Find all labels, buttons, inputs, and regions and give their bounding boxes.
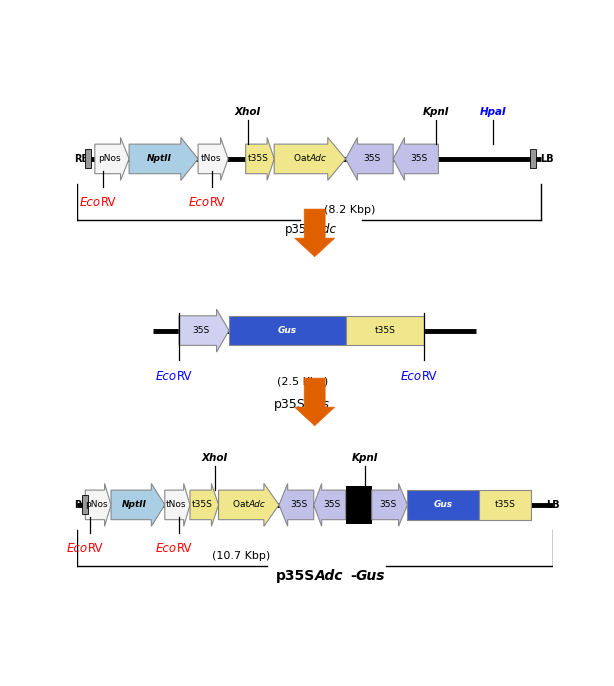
Polygon shape — [274, 137, 346, 180]
Text: Eco: Eco — [189, 196, 210, 209]
Polygon shape — [85, 484, 111, 526]
Polygon shape — [129, 137, 198, 180]
Polygon shape — [95, 137, 129, 180]
Text: Gus: Gus — [305, 398, 329, 411]
Text: RV: RV — [422, 370, 437, 383]
Polygon shape — [190, 484, 219, 526]
Text: XhoI: XhoI — [235, 107, 261, 117]
Polygon shape — [279, 484, 314, 526]
Text: Eco: Eco — [79, 196, 101, 209]
Text: pNos: pNos — [99, 154, 121, 163]
Text: 35S: 35S — [363, 154, 381, 163]
Text: Adc: Adc — [315, 223, 336, 236]
Text: Eco: Eco — [155, 370, 177, 383]
Text: 35S: 35S — [379, 500, 396, 510]
Text: RV: RV — [177, 543, 192, 556]
Text: (2.5 Kbp): (2.5 Kbp) — [276, 377, 328, 387]
Text: Gus: Gus — [278, 326, 297, 335]
Text: pNos: pNos — [85, 500, 108, 510]
Text: 35S: 35S — [290, 500, 307, 510]
Polygon shape — [295, 209, 335, 257]
Text: t35S: t35S — [375, 326, 395, 335]
Text: t35S: t35S — [248, 154, 269, 163]
Text: Oat: Oat — [293, 154, 313, 163]
Text: p35S: p35S — [273, 398, 305, 411]
Polygon shape — [165, 484, 190, 526]
Polygon shape — [372, 484, 408, 526]
Text: KpnI: KpnI — [351, 453, 378, 463]
Text: NptII: NptII — [122, 500, 147, 510]
Text: KpnI: KpnI — [422, 107, 449, 117]
Text: RV: RV — [210, 196, 225, 209]
Bar — [229, 316, 346, 345]
Text: RV: RV — [177, 370, 192, 383]
Text: Eco: Eco — [155, 543, 177, 556]
Text: p35S: p35S — [285, 223, 315, 236]
Bar — [85, 150, 91, 169]
Text: NptII: NptII — [147, 154, 172, 163]
Polygon shape — [179, 309, 229, 352]
Text: Gus: Gus — [355, 569, 384, 583]
Text: Adc: Adc — [315, 569, 343, 583]
Text: LB: LB — [546, 500, 560, 510]
Text: 35S: 35S — [192, 326, 209, 335]
Text: Eco: Eco — [66, 543, 88, 556]
Text: RV: RV — [101, 196, 116, 209]
Text: Adc: Adc — [309, 154, 326, 163]
Text: Adc: Adc — [249, 500, 265, 510]
Text: LB: LB — [540, 154, 554, 164]
Polygon shape — [111, 484, 165, 526]
Text: t35S: t35S — [495, 500, 515, 510]
Polygon shape — [219, 484, 279, 526]
Text: tNos: tNos — [201, 154, 222, 163]
Polygon shape — [393, 137, 438, 180]
Text: XhoI: XhoI — [201, 453, 228, 463]
Bar — [346, 316, 424, 345]
Text: tNos: tNos — [166, 500, 186, 510]
Polygon shape — [295, 378, 335, 425]
Text: (8.2 Kbp): (8.2 Kbp) — [324, 205, 376, 215]
Text: (10.7 Kbp): (10.7 Kbp) — [212, 552, 271, 561]
Polygon shape — [314, 484, 346, 526]
Polygon shape — [246, 137, 274, 180]
Text: Gus: Gus — [433, 500, 453, 510]
Text: -: - — [351, 569, 356, 583]
Bar — [408, 490, 479, 520]
Text: Oat: Oat — [233, 500, 252, 510]
Bar — [82, 495, 88, 514]
Bar — [479, 490, 531, 520]
Text: 35S: 35S — [410, 154, 427, 163]
Text: 35S: 35S — [323, 500, 340, 510]
Polygon shape — [198, 137, 228, 180]
Text: RV: RV — [88, 543, 103, 556]
Polygon shape — [346, 137, 393, 180]
Text: Eco: Eco — [400, 370, 422, 383]
Text: t35S: t35S — [192, 500, 213, 510]
Text: HpaI: HpaI — [480, 107, 507, 117]
Bar — [346, 486, 372, 524]
Text: RB: RB — [74, 500, 89, 510]
Bar — [530, 150, 536, 169]
Text: RB: RB — [74, 154, 89, 164]
Text: p35S: p35S — [276, 569, 315, 583]
